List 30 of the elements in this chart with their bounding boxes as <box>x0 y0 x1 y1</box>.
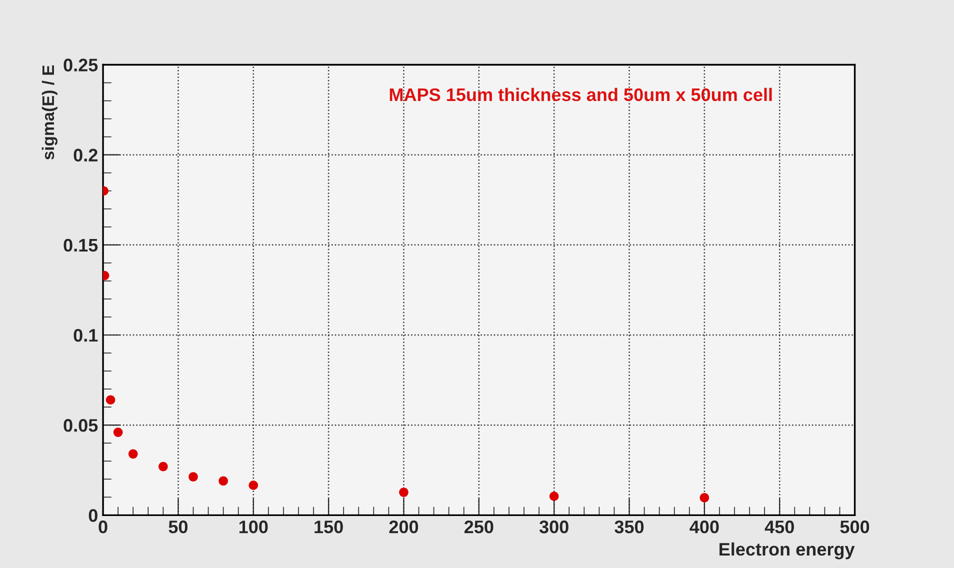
point <box>549 492 559 501</box>
x-tick-label: 150 <box>314 520 343 534</box>
x-tick-label: 400 <box>690 520 719 534</box>
point <box>188 472 198 482</box>
point <box>218 476 228 486</box>
y-tick-label: 0.15 <box>64 238 98 252</box>
point <box>158 462 168 472</box>
x-tick-label: 350 <box>614 520 644 534</box>
point <box>106 395 116 405</box>
point <box>113 428 123 437</box>
x-tick-label: 0 <box>98 520 108 534</box>
point <box>248 480 258 490</box>
y-tick-label: 0.05 <box>64 419 98 432</box>
x-axis-title: Electron energy <box>720 542 855 560</box>
y-tick-label: 0.1 <box>74 328 98 342</box>
x-tick-label: 500 <box>840 520 870 534</box>
x-tick-label: 100 <box>239 520 268 534</box>
annotation: MAPS 15um thickness and 50um x 50um cell <box>390 88 772 102</box>
x-tick-label: 50 <box>168 520 188 534</box>
x-tick-label: 250 <box>464 520 494 534</box>
x-tick-label: 450 <box>764 520 794 534</box>
y-tick-label: 0 <box>88 509 98 522</box>
x-tick-label: 300 <box>539 520 568 534</box>
x-tick-label: 200 <box>389 520 418 534</box>
point <box>399 488 408 497</box>
point <box>128 449 138 459</box>
y-tick-label: 0.25 <box>64 58 98 72</box>
y-tick-label: 0.2 <box>74 148 98 162</box>
point <box>700 493 710 502</box>
y-axis-title: sigma(E) / E <box>42 65 58 160</box>
